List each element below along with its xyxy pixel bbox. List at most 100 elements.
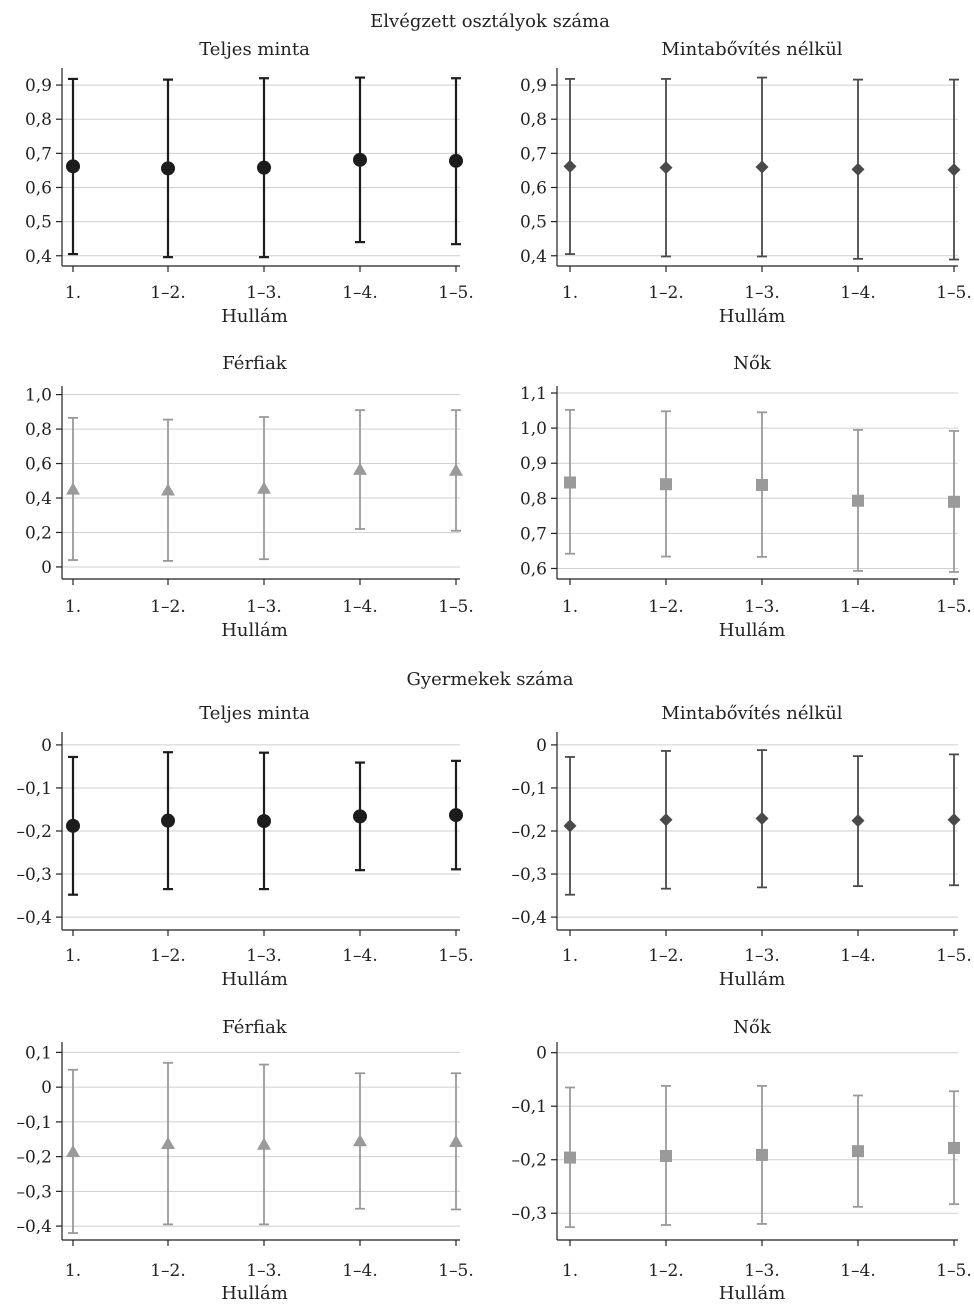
y-tick-label: 0,9 xyxy=(25,76,52,96)
y-tick-label: 0,9 xyxy=(520,454,547,474)
x-tick-label: 1–2. xyxy=(150,1261,186,1281)
y-tick-label: 0,1 xyxy=(25,1043,52,1063)
x-axis-label: Hullám xyxy=(719,1283,786,1304)
y-tick-label: –0,2 xyxy=(16,822,52,842)
x-tick-label: 1–3. xyxy=(246,597,282,617)
y-tick-label: –0,1 xyxy=(511,1097,547,1117)
data-point xyxy=(755,812,769,826)
data-point xyxy=(660,478,672,491)
x-tick-label: 1–4. xyxy=(840,946,876,966)
data-point xyxy=(660,1149,672,1162)
data-point xyxy=(353,1134,367,1147)
y-tick-label: 0,5 xyxy=(25,213,52,233)
x-tick-label: 1–5. xyxy=(438,283,474,303)
chart-panel-2: Mintabővítés nélkül 0,4 0,5 0,6 0,7 0,8 0,9 1. 1… xyxy=(520,39,972,327)
section-title-2: Gyermekek száma xyxy=(407,669,574,690)
data-point xyxy=(353,809,367,824)
data-point xyxy=(851,162,865,176)
panel-title: Teljes minta xyxy=(199,703,310,724)
data-point xyxy=(756,478,768,491)
y-tick-label: –0,2 xyxy=(511,822,547,842)
data-point xyxy=(161,813,175,828)
panel-title: Férfiak xyxy=(222,1017,287,1038)
x-tick-label: 1–5. xyxy=(936,597,972,617)
y-tick-label: 0,6 xyxy=(25,178,52,198)
x-tick-label: 1–5. xyxy=(438,946,474,966)
x-axis-label: Hullám xyxy=(221,1283,288,1304)
x-axis-label: Hullám xyxy=(719,620,786,641)
data-point xyxy=(353,462,367,475)
y-tick-label: 1,0 xyxy=(25,386,52,406)
y-tick-label: 0 xyxy=(41,736,52,756)
y-tick-label: –0,3 xyxy=(16,1182,52,1202)
data-point xyxy=(947,813,961,827)
panel-title: Férfiak xyxy=(222,353,287,374)
y-tick-label: –0,4 xyxy=(511,908,547,928)
data-point xyxy=(659,161,673,175)
x-tick-label: 1–3. xyxy=(246,283,282,303)
x-tick-label: 1–5. xyxy=(438,597,474,617)
panel-title: Nők xyxy=(733,1017,772,1038)
data-point xyxy=(161,483,175,496)
data-point xyxy=(161,161,175,176)
y-tick-label: 0 xyxy=(536,1044,547,1064)
x-tick-label: 1–4. xyxy=(342,946,378,966)
chart-panel-8: Nők –0,3 –0,2 –0,1 0 1. 1–2. 1–3. 1–4. 1–5. Hullám xyxy=(511,1017,971,1304)
y-tick-label: 0,9 xyxy=(520,76,547,96)
data-point xyxy=(659,813,673,827)
chart-panels: Teljes minta 0,4 0,5 0,6 0,7 0,8 0,9 1. 1–2. 1–3.… xyxy=(16,39,971,1304)
y-tick-label: 0,2 xyxy=(25,523,52,543)
x-axis-label: Hullám xyxy=(221,306,288,327)
x-tick-label: 1–4. xyxy=(342,283,378,303)
data-point xyxy=(257,160,271,175)
y-tick-label: –0,3 xyxy=(16,865,52,885)
x-tick-label: 1–2. xyxy=(648,597,684,617)
y-tick-label: –0,4 xyxy=(16,908,52,928)
chart-panel-4: Nők 0,6 0,7 0,8 0,9 1,0 1,1 1. 1–2. 1–3. 1–4. 1–5. H… xyxy=(520,353,972,641)
y-tick-label: 0,6 xyxy=(520,559,547,579)
x-tick-label: 1–4. xyxy=(342,1261,378,1281)
x-tick-label: 1. xyxy=(65,283,81,303)
x-axis-label: Hullám xyxy=(719,306,786,327)
y-tick-label: –0,3 xyxy=(511,865,547,885)
data-point xyxy=(563,819,577,833)
y-tick-label: 0,4 xyxy=(520,247,547,267)
x-tick-label: 1–2. xyxy=(150,283,186,303)
data-point xyxy=(66,482,80,495)
panel-title: Teljes minta xyxy=(199,39,310,60)
data-point xyxy=(563,159,577,173)
y-tick-label: 0,6 xyxy=(25,455,52,475)
y-tick-label: 0,8 xyxy=(25,110,52,130)
data-point xyxy=(66,1144,80,1158)
panel-title: Nők xyxy=(733,353,772,374)
data-point xyxy=(353,152,367,167)
data-point xyxy=(449,1134,463,1147)
x-tick-label: 1. xyxy=(562,946,578,966)
chart-panel-3: Férfiak 0 0,2 0,4 0,6 0,8 1,0 1. 1–2. 1–3. 1–4. 1–5… xyxy=(25,353,474,641)
y-tick-label: 0,7 xyxy=(520,524,547,544)
data-point xyxy=(852,494,864,507)
data-point xyxy=(948,495,960,508)
data-point xyxy=(756,1148,768,1161)
x-tick-label: 1–4. xyxy=(840,597,876,617)
x-tick-label: 1–4. xyxy=(840,1261,876,1281)
data-point xyxy=(66,818,80,833)
y-tick-label: –0,1 xyxy=(16,779,52,799)
data-point xyxy=(564,1151,576,1164)
data-point xyxy=(449,808,463,823)
y-tick-label: –0,4 xyxy=(16,1217,52,1237)
data-point xyxy=(449,463,463,476)
data-point xyxy=(948,1141,960,1154)
x-tick-label: 1. xyxy=(65,597,81,617)
data-point xyxy=(257,1137,271,1150)
y-tick-label: –0,2 xyxy=(511,1151,547,1171)
data-point xyxy=(564,476,576,489)
x-tick-label: 1. xyxy=(65,1261,81,1281)
y-tick-label: 0,8 xyxy=(520,110,547,130)
data-point xyxy=(852,1145,864,1158)
y-tick-label: 1,1 xyxy=(520,384,547,404)
chart-panel-5: Teljes minta –0,4 –0,3 –0,2 –0,1 0 1. 1–2. 1–3. 1… xyxy=(16,703,473,990)
x-tick-label: 1–5. xyxy=(936,283,972,303)
panel-title: Mintabővítés nélkül xyxy=(661,39,842,60)
